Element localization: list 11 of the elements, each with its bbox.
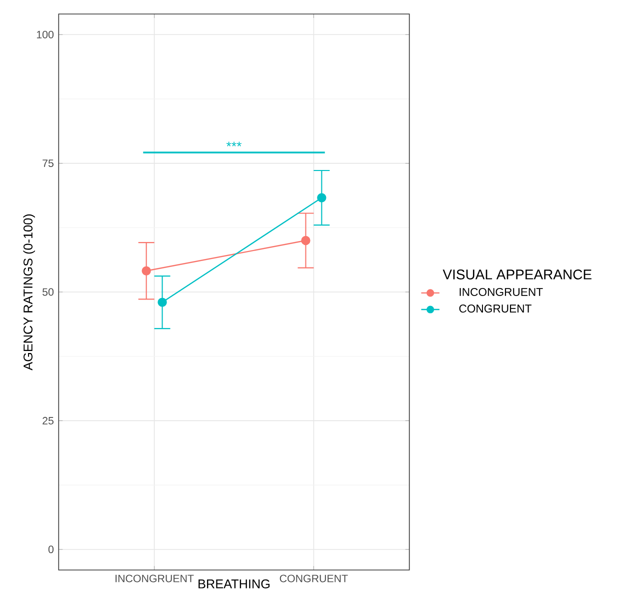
y-axis-title: AGENCY RATINGS (0-100) (23, 214, 35, 370)
y-tick-label: 100 (36, 30, 54, 38)
legend-title: VISUAL APPEARANCE (442, 270, 592, 280)
legend-label: CONGRUENT (459, 304, 532, 313)
annotation: *** (226, 142, 242, 146)
x-axis-title: BREATHING (198, 579, 270, 588)
y-tick-label: 25 (42, 416, 54, 424)
legend-label: INCONGRUENT (460, 288, 543, 296)
y-tick-label: 50 (42, 288, 54, 296)
y-tick-label: 0 (48, 546, 54, 554)
y-tick-label: 75 (42, 160, 54, 168)
